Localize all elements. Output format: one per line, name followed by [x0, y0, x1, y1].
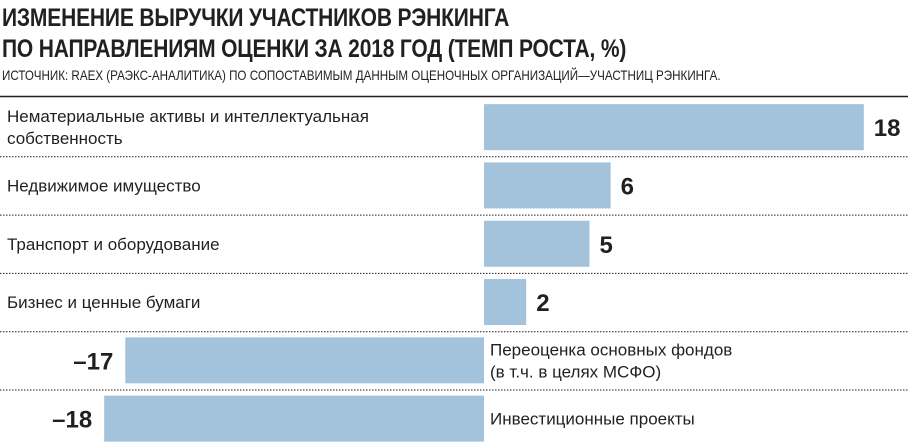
category-label-2: Недвижимое имущество: [7, 176, 201, 195]
value-label-1: 18: [874, 115, 901, 142]
category-label-6: Инвестиционные проекты: [490, 410, 695, 429]
category-label-line: Транспорт и оборудование: [7, 235, 220, 254]
value-label-4: 2: [536, 290, 549, 317]
category-label-line: Инвестиционные проекты: [490, 410, 695, 429]
value-label-3: 5: [600, 232, 613, 259]
bar-1: [484, 104, 864, 151]
category-label-line: Бизнес и ценные бумаги: [7, 293, 200, 312]
category-label-line: (в т.ч. в целях МСФО): [490, 362, 661, 381]
chart-title-line-2: ПО НАПРАВЛЕНИЯМ ОЦЕНКИ ЗА 2018 ГОД (ТЕМП…: [2, 35, 627, 63]
category-label-5: Переоценка основных фондов (в т.ч. в целя…: [490, 340, 732, 381]
category-label-line: Переоценка основных фондов: [490, 340, 732, 359]
bar-4: [484, 279, 527, 326]
bar-3: [484, 220, 590, 267]
bar-6: [104, 395, 484, 442]
chart-title-line-1: ИЗМЕНЕНИЕ ВЫРУЧКИ УЧАСТНИКОВ РЭНКИНГА: [2, 4, 510, 32]
category-label-line: Нематериальные активы и интеллектуальная: [7, 107, 369, 126]
category-label-line: Недвижимое имущество: [7, 176, 201, 195]
category-label-1: Нематериальные активы и интеллектуальная…: [7, 107, 369, 148]
value-label-6: –18: [52, 407, 92, 434]
category-label-line: собственность: [7, 129, 123, 148]
category-label-3: Транспорт и оборудование: [7, 235, 220, 254]
chart-source-note: ИСТОЧНИК: RAEX (РАЭКС-АНАЛИТИКА) ПО СОПО…: [2, 67, 721, 83]
bar-2: [484, 162, 611, 209]
value-label-2: 6: [621, 173, 634, 200]
value-label-5: –17: [73, 348, 113, 375]
category-label-4: Бизнес и ценные бумаги: [7, 293, 200, 312]
bar-5: [125, 337, 485, 384]
